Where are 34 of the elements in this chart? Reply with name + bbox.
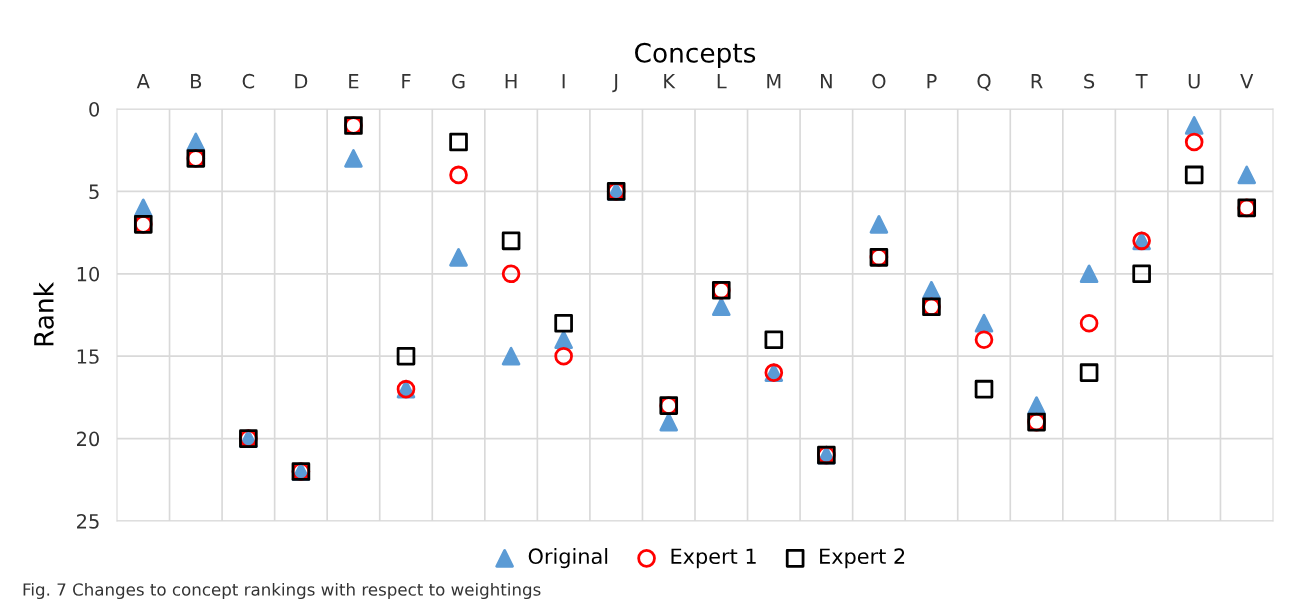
x-tick-label: D bbox=[295, 74, 308, 89]
x-tick-label: L bbox=[717, 74, 727, 89]
x-tick-label: S bbox=[1084, 73, 1095, 89]
x-tick-label: K bbox=[664, 74, 676, 89]
x-tick-label: J bbox=[612, 74, 618, 93]
x-tick-label: U bbox=[1188, 74, 1200, 89]
y-tick-label: 20 bbox=[77, 431, 100, 447]
legend-label: Expert 1 bbox=[671, 548, 756, 569]
x-tick-label: C bbox=[242, 73, 255, 89]
x-tick-label: M bbox=[767, 74, 781, 89]
x-tick-label: G bbox=[452, 73, 465, 89]
y-axis-title: Rank bbox=[33, 282, 54, 346]
x-tick-label: N bbox=[821, 74, 832, 89]
x-tick-label: V bbox=[1240, 74, 1254, 89]
x-tick-label: R bbox=[1031, 74, 1043, 89]
x-tick-label: B bbox=[191, 74, 202, 89]
x-tick-label: I bbox=[562, 74, 565, 89]
x-tick-label: A bbox=[136, 74, 150, 89]
x-tick-label: F bbox=[402, 74, 411, 89]
caption: Fig. 7 Changes to concept rankings with respect to weightings bbox=[23, 582, 541, 600]
x-axis-title: Concepts bbox=[635, 42, 756, 68]
x-tick-label: T bbox=[1135, 74, 1148, 89]
x-tick-label: O bbox=[872, 73, 886, 89]
x-tick-label: E bbox=[349, 74, 359, 89]
legend-label: Expert 2 bbox=[820, 548, 905, 569]
x-tick-label: H bbox=[505, 74, 517, 89]
y-tick-label: 10 bbox=[77, 266, 100, 282]
x-tick-label: Q bbox=[977, 73, 991, 91]
x-tick-label: P bbox=[927, 74, 937, 89]
y-tick-label: 0 bbox=[89, 101, 100, 117]
y-tick-label: 15 bbox=[77, 349, 99, 364]
y-tick-label: 25 bbox=[77, 513, 99, 529]
y-tick-label: 5 bbox=[89, 184, 99, 200]
legend-label: Original bbox=[528, 547, 608, 569]
